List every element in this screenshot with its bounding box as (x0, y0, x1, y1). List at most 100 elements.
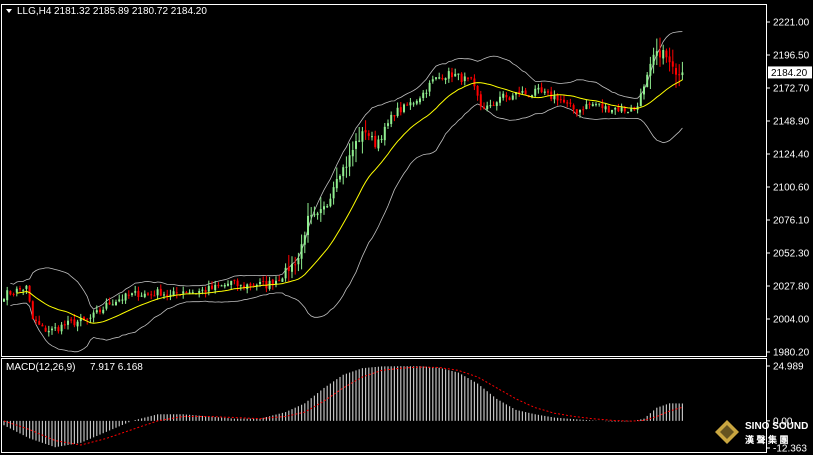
sino-sound-logo: SINO SOUND 漢 聲 集 團 (715, 420, 808, 445)
candle (582, 106, 585, 115)
candle (473, 74, 476, 91)
candle (607, 105, 610, 113)
candle (265, 275, 268, 293)
candle (159, 284, 162, 297)
candle (409, 98, 412, 110)
candle (534, 85, 537, 97)
candle (451, 67, 453, 83)
candle (649, 56, 652, 90)
candle (76, 319, 79, 332)
candle (63, 320, 66, 329)
candle (540, 82, 543, 94)
candle (508, 96, 511, 101)
candle (390, 111, 393, 128)
logo-cn: 漢 聲 集 團 (745, 434, 789, 445)
candle (326, 203, 329, 208)
candle (489, 99, 492, 109)
symbol-label: LLG,H4 (17, 6, 52, 17)
candle (92, 310, 95, 323)
candle (41, 323, 44, 327)
candle (351, 141, 354, 167)
candle (671, 49, 674, 75)
candle (364, 120, 367, 140)
candle (15, 286, 18, 297)
candle (652, 47, 655, 74)
candle (147, 292, 149, 296)
dropdown-triangle-icon[interactable] (6, 9, 12, 13)
candle (639, 88, 642, 107)
macd-tick-label: -12.363 (773, 444, 807, 455)
candle (297, 252, 300, 272)
candle (19, 285, 21, 292)
candle (441, 74, 444, 81)
price-tick-label: 2100.60 (773, 183, 810, 194)
candle (95, 305, 98, 314)
candle (51, 326, 53, 335)
candle (217, 282, 220, 289)
macd-panel-frame (1, 358, 767, 453)
candle (502, 91, 505, 101)
candle (598, 103, 601, 107)
candle (588, 101, 591, 109)
candle (303, 231, 306, 254)
candle (422, 89, 425, 102)
price-tick-label: 2221.00 (773, 18, 810, 29)
candle (291, 256, 293, 279)
candle (559, 95, 562, 104)
upper-band (10, 31, 683, 310)
candle (476, 85, 479, 101)
candle (595, 102, 597, 107)
candle (204, 286, 207, 298)
candle (25, 284, 28, 294)
main-panel-frame (1, 4, 767, 357)
candle (547, 89, 549, 96)
candle (553, 90, 556, 104)
candle (662, 44, 665, 65)
candle (659, 37, 661, 67)
candle (585, 99, 588, 110)
candle (511, 93, 514, 101)
candle (566, 100, 569, 108)
current-price-box: 2184.20 (768, 66, 812, 79)
candle (617, 103, 620, 113)
candle (153, 290, 156, 297)
candle (406, 102, 409, 106)
candle (227, 280, 229, 287)
candle (383, 122, 386, 146)
price-tick-label: 1980.20 (773, 348, 810, 359)
candle (140, 292, 143, 297)
candle (601, 99, 604, 113)
candle (249, 282, 252, 291)
candle (415, 99, 418, 106)
price-tick-label: 2124.40 (773, 150, 810, 161)
candle (342, 164, 345, 185)
candle (371, 131, 373, 141)
candle (44, 325, 47, 333)
candle (137, 286, 140, 301)
candle (367, 130, 370, 141)
candle (79, 313, 82, 327)
candle (377, 135, 380, 152)
candle (230, 280, 233, 290)
candles (3, 37, 684, 337)
candle (361, 127, 364, 154)
candle (614, 106, 617, 115)
candle (67, 315, 69, 330)
price-tick-label: 2004.00 (773, 315, 810, 326)
candle (307, 203, 309, 243)
candle (678, 64, 681, 87)
candle (319, 197, 322, 222)
macd-axis: 24.989 0.00 -12.363 (766, 362, 807, 455)
candle (393, 114, 396, 122)
candle (188, 289, 191, 294)
candle (284, 263, 287, 282)
candle (563, 94, 565, 104)
candle (134, 285, 137, 296)
candle (236, 278, 239, 291)
candle (300, 234, 303, 270)
candle (294, 256, 297, 275)
candle (268, 276, 271, 291)
candle (457, 73, 460, 81)
candle (105, 298, 108, 311)
